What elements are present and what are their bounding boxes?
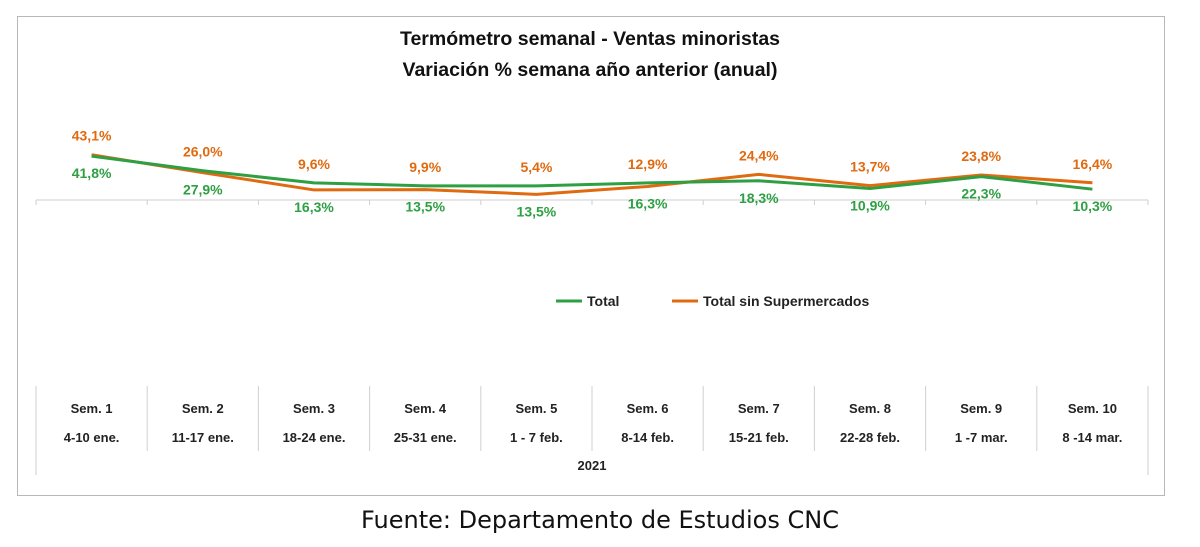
category-date-label: 1 -7 mar. [955,430,1008,445]
data-label-total: 16,3% [628,195,668,211]
data-label-sin-supermercados: 13,7% [850,159,890,175]
category-date-label: 1 - 7 feb. [510,430,563,445]
source-note: Fuente: Departamento de Estudios CNC [361,506,839,534]
legend: Total Total sin Supermercados [556,293,869,309]
data-label-sin-supermercados: 9,6% [298,156,330,172]
chart-title: Termómetro semanal - Ventas minoristas [400,28,780,50]
category-week-label: Sem. 1 [71,401,113,416]
category-date-label: 25-31 ene. [394,430,457,445]
data-label-sin-supermercados: 9,9% [409,159,441,175]
category-date-label: 8 -14 mar. [1062,430,1122,445]
category-week-label: Sem. 7 [738,401,780,416]
data-label-sin-supermercados: 24,4% [739,147,779,163]
category-group-label: 2021 [578,458,607,473]
category-week-label: Sem. 9 [960,401,1002,416]
category-week-label: Sem. 4 [404,401,447,416]
data-label-sin-supermercados: 5,4% [520,159,552,175]
chart-subtitle: Variación % semana año anterior (anual) [403,59,778,81]
axis-layer [35,199,1149,205]
legend-label-sin-supermercados: Total sin Supermercados [703,293,869,309]
data-label-total: 13,5% [405,199,445,215]
category-date-label: 15-21 feb. [729,430,789,445]
data-label-total: 41,8% [72,165,112,181]
category-date-label: 11-17 ene. [172,430,234,445]
legend-label-total: Total [587,293,619,309]
series-layer [91,153,1093,196]
chart-frame [17,16,1165,496]
category-week-label: Sem. 6 [627,401,669,416]
data-label-sin-supermercados: 26,0% [183,144,223,160]
category-week-label: Sem. 8 [849,401,891,416]
data-label-sin-supermercados: 16,4% [1073,156,1113,172]
category-week-label: Sem. 3 [293,401,335,416]
data-label-total: 18,3% [739,190,779,206]
data-label-sin-supermercados: 43,1% [72,128,112,144]
chart-svg: Termómetro semanal - Ventas minoristas V… [35,28,1149,475]
data-label-sin-supermercados: 23,8% [961,148,1001,164]
data-label-total: 22,3% [961,186,1001,202]
category-table: Sem. 1 4-10 ene. Sem. 2 11-17 ene. Sem. 3 18-… [35,386,1149,475]
category-week-label: Sem. 10 [1068,401,1117,416]
data-label-total: 10,9% [850,198,890,214]
data-label-total: 27,9% [183,182,223,198]
series-line-sin-supermercados [91,153,1093,196]
label-layer: 43,1% 41,8% 26,0% 27,9% 9,6% 16,3% 9,9% 13,5% 5,… [72,128,1113,220]
category-date-label: 4-10 ene. [64,430,120,445]
data-label-total: 13,5% [517,203,557,219]
category-date-label: 18-24 ene. [283,430,346,445]
category-week-label: Sem. 5 [515,401,557,416]
category-date-label: 8-14 feb. [621,430,674,445]
category-week-label: Sem. 2 [182,401,224,416]
category-date-label: 22-28 feb. [840,430,900,445]
data-label-total: 10,3% [1073,198,1113,214]
data-label-total: 16,3% [294,199,334,215]
data-label-sin-supermercados: 12,9% [628,156,668,172]
series-line-total [91,154,1093,191]
